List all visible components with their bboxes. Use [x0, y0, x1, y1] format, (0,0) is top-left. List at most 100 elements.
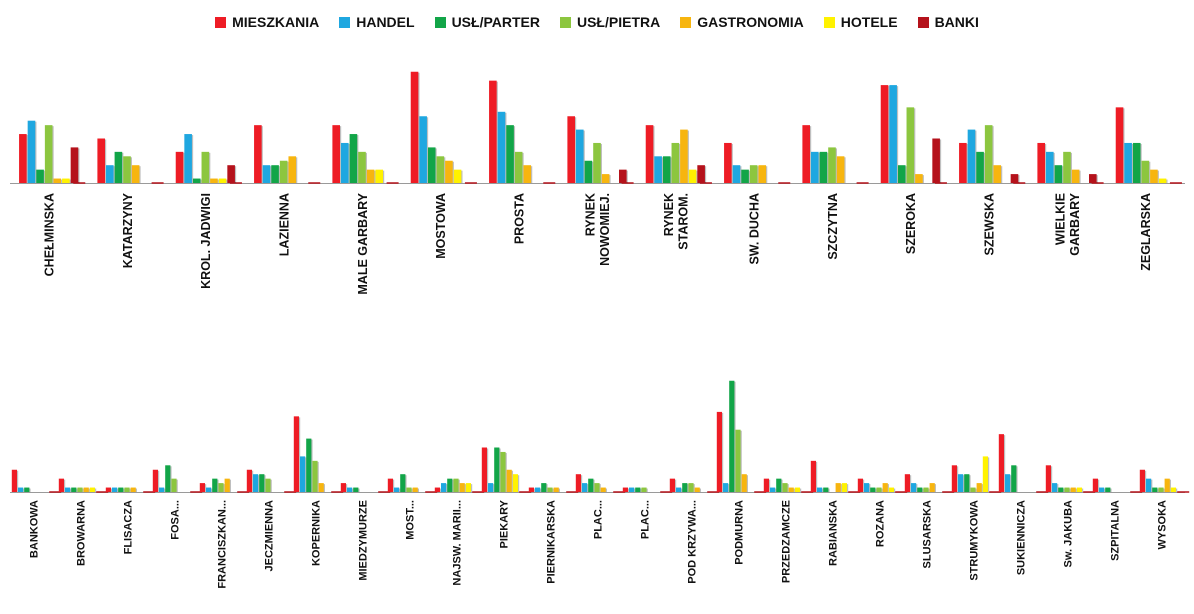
- bar-gastronomia-21: [976, 483, 982, 492]
- bar-handel-23: [1052, 483, 1058, 492]
- bar-handel-5: [341, 142, 349, 183]
- legend-swatch-handel: [339, 16, 351, 28]
- category-label: LAZIENNA: [278, 193, 292, 256]
- bar-us-pietra-15: [1141, 160, 1150, 183]
- category-label: STRUMYKOWA: [968, 500, 980, 581]
- category-label-line: CHEŁMINSKA: [43, 193, 57, 276]
- category-label-line: SLUSARSKA: [921, 500, 933, 569]
- bar-hotele-10: [465, 483, 471, 492]
- bar-us-pietra-17: [782, 483, 788, 492]
- bar-mieszkania-12: [880, 85, 889, 183]
- bar-us-parter-20: [917, 487, 923, 492]
- category-label: SZPITALNA: [1109, 500, 1121, 561]
- bar-handel-11: [811, 151, 819, 183]
- bar-handel-22: [1005, 474, 1011, 492]
- category-label-line: NOWOMIEJ.: [598, 193, 612, 266]
- bar-us-pietra-4: [171, 478, 177, 492]
- bar-us-pietra-19: [876, 487, 882, 492]
- bar-us-pietra-9: [671, 142, 680, 183]
- bar-us-parter-11: [494, 447, 500, 492]
- bar-handel-10: [732, 165, 741, 183]
- bar-gastronomia-25: [1164, 478, 1170, 492]
- bar-hotele-3: [218, 178, 227, 183]
- bar-us-pietra-1: [44, 125, 53, 183]
- category-label-line: ROZANA: [874, 500, 886, 547]
- bar-us-parter-15: [1132, 142, 1141, 183]
- category-label-line: PLAC...: [639, 500, 651, 539]
- bar-mieszkania-13: [575, 474, 581, 492]
- bar-banki-13: [1010, 174, 1019, 183]
- bar-handel-8: [347, 487, 353, 492]
- bar-mieszkania-4: [152, 469, 158, 492]
- bar-handel-16: [723, 483, 729, 492]
- bar-banki-3: [227, 165, 235, 183]
- legend-item-handel: HANDEL: [339, 14, 415, 30]
- category-label: JECZMIENNA: [263, 500, 275, 572]
- category-label: PODMURNA: [733, 500, 745, 565]
- bar-banki-12: [932, 138, 940, 183]
- bar-banki-14: [1089, 174, 1097, 183]
- category-label: RABIANSKA: [827, 500, 839, 566]
- bar-us-parter-6: [427, 147, 436, 183]
- category-label: NAJSW. MARII...: [451, 500, 463, 586]
- category-label-line: SZCZYTNA: [826, 193, 840, 260]
- bar-hotele-9: [688, 169, 697, 183]
- bar-gastronomia-9: [412, 487, 418, 492]
- bar-us-parter-24: [1105, 487, 1111, 492]
- bar-handel-2: [106, 165, 114, 183]
- bar-us-pietra-2: [123, 156, 131, 183]
- category-label-line: SZPITALNA: [1109, 500, 1121, 561]
- bar-handel-7: [497, 111, 506, 183]
- bar-us-parter-9: [662, 156, 671, 183]
- legend-swatch-mieszkania: [215, 16, 227, 28]
- bar-us-parter-18: [823, 487, 829, 492]
- bar-us-parter-2: [114, 151, 123, 183]
- category-label-line: STRUMYKOWA: [968, 500, 980, 581]
- bar-handel-14: [1046, 151, 1054, 183]
- category-label-line: GARBARY: [1068, 192, 1082, 255]
- bar-hotele-11: [512, 474, 518, 492]
- legend-item-mieszkania: MIESZKANIA: [215, 14, 319, 30]
- bar-hotele-15: [1158, 178, 1167, 183]
- bar-us-pietra-13: [594, 483, 600, 492]
- category-label: SLUSARSKA: [921, 500, 933, 569]
- bar-us-pietra-3: [201, 151, 210, 183]
- bar-mieszkania-9: [387, 478, 393, 492]
- bar-handel-12: [535, 487, 541, 492]
- category-label: POD KRZYWA...: [686, 500, 698, 584]
- bar-gastronomia-11: [836, 156, 845, 183]
- bar-us-pietra-21: [970, 487, 976, 492]
- bar-handel-10: [441, 483, 447, 492]
- category-label-line: WYSOKA: [1156, 500, 1168, 550]
- category-label: FRANCISZKAN...: [216, 500, 228, 589]
- bar-mieszkania-7: [489, 80, 497, 183]
- bar-handel-18: [817, 487, 823, 492]
- bar-banki-1: [70, 147, 79, 183]
- category-label-line: KROL. JADWIGI: [199, 193, 213, 289]
- bar-gastronomia-18: [835, 483, 841, 492]
- category-label: RYNEKSTAROM.: [662, 193, 690, 250]
- category-label: SZEWSKA: [983, 193, 997, 256]
- category-label-line: LAZIENNA: [278, 193, 292, 256]
- bar-hotele-2: [89, 487, 95, 492]
- bar-gastronomia-23: [1070, 487, 1076, 492]
- bar-us-parter-5: [212, 478, 218, 492]
- bar-handel-19: [864, 483, 870, 492]
- legend-item-usl-parter: USŁ/PARTER: [434, 14, 540, 30]
- category-label: RYNEKNOWOMIEJ.: [584, 193, 612, 266]
- bar-mieszkania-3: [175, 151, 184, 183]
- category-label: SZEROKA: [904, 193, 918, 254]
- bar-us-pietra-6: [265, 478, 271, 492]
- bar-us-parter-12: [541, 483, 547, 492]
- bar-us-parter-4: [271, 165, 279, 183]
- bar-handel-6: [419, 116, 427, 183]
- bar-mieszkania-1: [19, 134, 27, 183]
- bar-mieszkania-8: [340, 483, 346, 492]
- bar-us-pietra-10: [453, 478, 459, 492]
- bar-hotele-18: [841, 483, 847, 492]
- bar-us-pietra-25: [1158, 487, 1164, 492]
- category-label: SUKIENNICZA: [1015, 500, 1027, 575]
- bar-us-pietra-6: [436, 156, 445, 183]
- bar-gastronomia-10: [459, 483, 465, 492]
- category-label: WYSOKA: [1156, 500, 1168, 550]
